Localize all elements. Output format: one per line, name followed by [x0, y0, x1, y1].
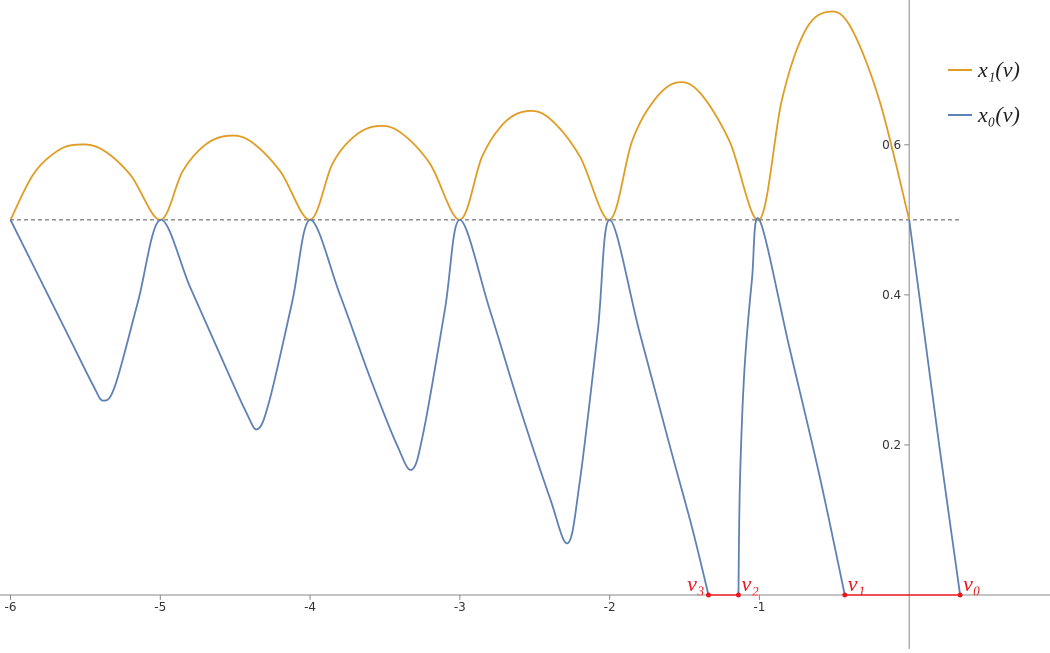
legend-label: x₀(ν)	[977, 102, 1020, 127]
series-line	[9, 217, 962, 596]
legend-label: x₁(ν)	[977, 57, 1020, 82]
y-tick-label: 0.2	[882, 438, 901, 452]
x-tick-label: -6	[5, 600, 17, 614]
point-label: ν₀	[963, 571, 980, 596]
point	[705, 592, 711, 598]
point	[842, 592, 848, 598]
y-tick-label: 0.4	[882, 288, 901, 302]
point-label: ν₃	[687, 571, 704, 596]
series-line	[9, 10, 911, 221]
x-tick-label: -3	[454, 600, 466, 614]
x-tick-label: -1	[753, 600, 765, 614]
x-tick-label: -4	[304, 600, 316, 614]
point-label: ν₂	[741, 571, 759, 596]
point-label: ν₁	[848, 571, 865, 596]
x-tick-label: -5	[154, 600, 166, 614]
point	[957, 592, 963, 598]
x-tick-label: -2	[604, 600, 616, 614]
point	[735, 592, 741, 598]
